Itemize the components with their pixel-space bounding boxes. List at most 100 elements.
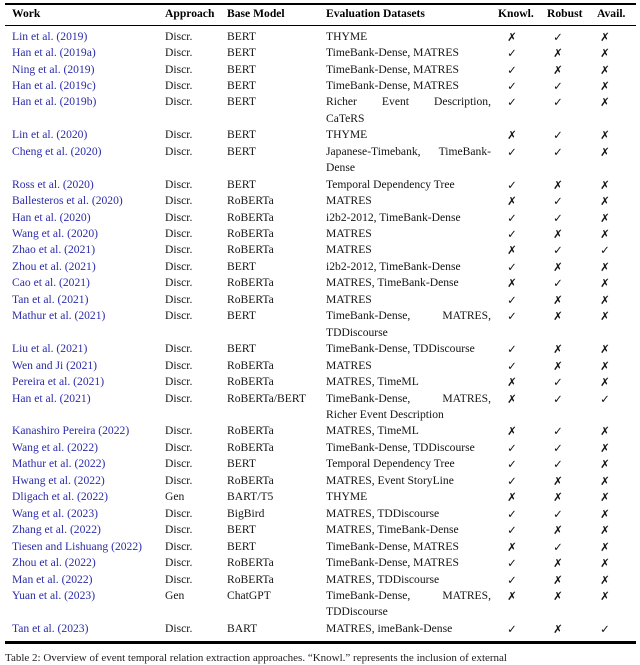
base-model-cell: BERT [227,457,256,471]
column-header-work: Work [12,7,41,20]
base-model-cell: RoBERTa [227,227,274,241]
work-citation-link[interactable]: Wang et al. (2020) [12,227,98,241]
datasets-cell: Temporal Dependency Tree [326,456,491,472]
datasets-cell: TimeBank-Dense, MATRES [326,45,491,61]
dataset-line: Richer Event Description [326,408,444,422]
base-model-cell: BERT [227,144,256,158]
dataset-line: MATRES, Event StoryLine [326,473,454,487]
work-citation-link[interactable]: Han et al. (2020) [12,210,91,224]
cross-icon: ✗ [600,292,610,307]
base-model-cell: BERT [227,62,256,76]
dataset-line: Japanese-Timebank, TimeBank- [326,144,491,158]
work-citation-link[interactable]: Cao et al. (2021) [12,276,90,290]
check-icon: ✓ [507,62,517,77]
base-model-cell: RoBERTa [227,572,274,586]
work-citation-link[interactable]: Wang et al. (2023) [12,506,98,520]
datasets-cell: TimeBank-Dense, MATRES, TDDiscourse [326,588,491,621]
approach-cell: Discr. [165,523,193,537]
cross-icon: ✗ [600,440,610,455]
check-icon: ✓ [507,572,517,587]
cross-icon: ✗ [507,276,517,291]
dataset-line: i2b2-2012, TimeBank-Dense [326,259,461,273]
work-citation-link[interactable]: Tiesen and Lishuang (2022) [12,539,142,553]
work-citation-link[interactable]: Pereira et al. (2021) [12,375,105,389]
column-header-avail: Avail. [597,7,626,20]
work-citation-link[interactable]: Wen and Ji (2021) [12,358,98,372]
work-citation-link[interactable]: Lin et al. (2019) [12,29,88,43]
check-icon: ✓ [507,177,517,192]
work-citation-link[interactable]: Lin et al. (2020) [12,128,88,142]
work-citation-link[interactable]: Mathur et al. (2021) [12,309,106,323]
base-model-cell: RoBERTa [227,276,274,290]
check-icon: ✓ [507,259,517,274]
cross-icon: ✗ [553,292,563,307]
work-citation-link[interactable]: Zhang et al. (2022) [12,523,101,537]
table-row: Mathur et al. (2022) Discr. BERT Temporal D… [0,456,640,472]
work-citation-link[interactable]: Kanashiro Pereira (2022) [12,424,130,438]
work-citation-link[interactable]: Cheng et al. (2020) [12,144,102,158]
work-citation-link[interactable]: Han et al. (2019b) [12,95,97,109]
dataset-line: TimeBank-Dense, MATRES, [326,309,491,323]
dataset-line: TDDiscourse [326,325,388,339]
cross-icon: ✗ [553,342,563,357]
dataset-line: MATRES, TimeML [326,424,419,438]
base-model-cell: BERT [227,128,256,142]
work-citation-link[interactable]: Man et al. (2022) [12,572,93,586]
cross-icon: ✗ [507,128,517,143]
table-row: Man et al. (2022) Discr. RoBERTa MATRES, TD… [0,572,640,588]
work-citation-link[interactable]: Zhou et al. (2021) [12,259,96,273]
cross-icon: ✗ [600,62,610,77]
base-model-cell: BERT [227,46,256,60]
cross-icon: ✗ [600,210,610,225]
work-citation-link[interactable]: Mathur et al. (2022) [12,457,106,471]
table-row: Tiesen and Lishuang (2022) Discr. BERT Time… [0,539,640,555]
datasets-cell: TimeBank-Dense, TDDiscourse [326,341,491,357]
cross-icon: ✗ [600,128,610,143]
approach-cell: Discr. [165,539,193,553]
table-body: Lin et al. (2019) Discr. BERT THYME ✗ ✓ ✗ Han e… [0,29,640,638]
approach-cell: Discr. [165,62,193,76]
cross-icon: ✗ [507,424,517,439]
base-model-cell: BERT [227,177,256,191]
check-icon: ✓ [507,523,517,538]
cross-icon: ✗ [600,457,610,472]
cross-icon: ✗ [600,194,610,209]
work-citation-link[interactable]: Han et al. (2019a) [12,46,96,60]
cross-icon: ✗ [600,342,610,357]
approach-cell: Discr. [165,473,193,487]
work-citation-link[interactable]: Zhao et al. (2021) [12,243,96,257]
column-header-evaluation-datasets: Evaluation Datasets [326,7,425,20]
base-model-cell: BERT [227,29,256,43]
work-citation-link[interactable]: Ballesteros et al. (2020) [12,194,123,208]
work-citation-link[interactable]: Ning et al. (2019) [12,62,95,76]
work-citation-link[interactable]: Liu et al. (2021) [12,342,88,356]
work-citation-link[interactable]: Tan et al. (2021) [12,292,89,306]
work-citation-link[interactable]: Tan et al. (2023) [12,621,89,635]
approach-cell: Discr. [165,276,193,290]
cross-icon: ✗ [507,539,517,554]
cross-icon: ✗ [553,177,563,192]
dataset-line: THYME [326,490,368,504]
table-row: Wen and Ji (2021) Discr. RoBERTa MATRES ✓ ✗ ✗ [0,358,640,374]
datasets-cell: THYME [326,489,491,505]
work-citation-link[interactable]: Zhou et al. (2022) [12,556,96,570]
work-citation-link[interactable]: Wang et al. (2022) [12,440,98,454]
base-model-cell: BERT [227,95,256,109]
work-citation-link[interactable]: Dligach et al. (2022) [12,490,108,504]
cross-icon: ✗ [507,194,517,209]
work-citation-link[interactable]: Ross et al. (2020) [12,177,94,191]
datasets-cell: MATRES, TimeBank-Dense [326,522,491,538]
work-citation-link[interactable]: Han et al. (2019c) [12,78,96,92]
dataset-line: TimeBank-Dense, TDDiscourse [326,342,475,356]
work-citation-link[interactable]: Han et al. (2021) [12,391,91,405]
cross-icon: ✗ [600,589,610,603]
dataset-line: MATRES, TimeBank-Dense [326,523,459,537]
work-citation-link[interactable]: Yuan et al. (2023) [12,589,96,602]
table-row: Pereira et al. (2021) Discr. RoBERTa MATRES… [0,374,640,390]
datasets-cell: TimeBank-Dense, MATRES, TDDiscourse [326,308,491,341]
base-model-cell: RoBERTa [227,375,274,389]
base-model-cell: RoBERTa/BERT [227,391,306,405]
work-citation-link[interactable]: Hwang et al. (2022) [12,473,105,487]
dataset-line: MATRES [326,194,372,208]
dataset-line: Temporal Dependency Tree [326,177,455,191]
